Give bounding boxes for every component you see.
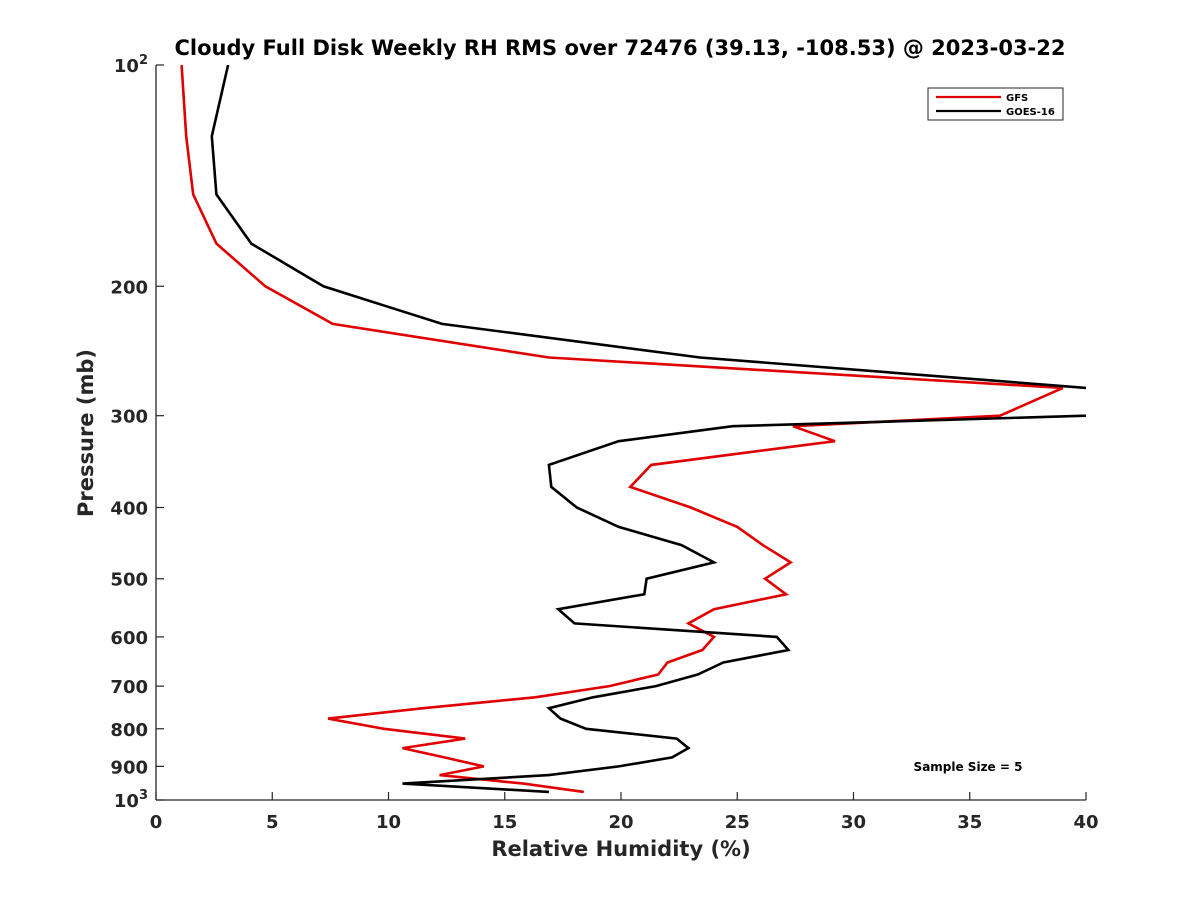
series-layer: [180, 65, 1086, 794]
series-line-gfs: [180, 65, 1064, 794]
plot-background: [156, 65, 1086, 800]
series-line-goes16: [210, 65, 1086, 794]
x-tick-label: 40: [1073, 812, 1098, 833]
y-tick-label: 800: [110, 720, 148, 741]
plot-area: [155, 65, 1086, 801]
legend-box: [927, 87, 1064, 121]
y-tick-label: 102: [114, 53, 148, 77]
legend-label-goes16: GOES-16: [1006, 107, 1055, 118]
x-tick-label: 20: [608, 812, 633, 833]
x-tick-label: 5: [266, 812, 279, 833]
x-tick-label: 35: [957, 812, 982, 833]
y-axis-ticks: 102 200 300 400 500 600 700 800 900 103: [110, 53, 164, 812]
x-axis-ticks: 0 5 10 15 20 25 30 35 40: [150, 792, 1099, 833]
y-tick-label: 103: [114, 788, 148, 812]
x-tick-label: 25: [725, 812, 750, 833]
chart-title: Cloudy Full Disk Weekly RH RMS over 7247…: [174, 36, 1065, 60]
y-tick-label: 900: [110, 757, 148, 778]
x-tick-label: 15: [492, 812, 517, 833]
y-tick-label: 600: [110, 628, 148, 649]
y-tick-label: 400: [110, 499, 148, 520]
sample-size-annotation: Sample Size = 5: [914, 760, 1023, 774]
legend: GFS GOES-16: [927, 87, 1064, 121]
y-axis-label: Pressure (mb): [74, 349, 98, 517]
legend-label-gfs: GFS: [1006, 93, 1028, 104]
x-axis-label: Relative Humidity (%): [491, 837, 750, 861]
y-tick-label: 700: [110, 677, 148, 698]
x-tick-label: 10: [376, 812, 401, 833]
x-tick-label: 30: [841, 812, 866, 833]
x-tick-label: 0: [150, 812, 163, 833]
y-tick-label: 300: [110, 407, 148, 428]
y-tick-label: 500: [110, 570, 148, 591]
y-tick-label: 200: [110, 277, 148, 298]
